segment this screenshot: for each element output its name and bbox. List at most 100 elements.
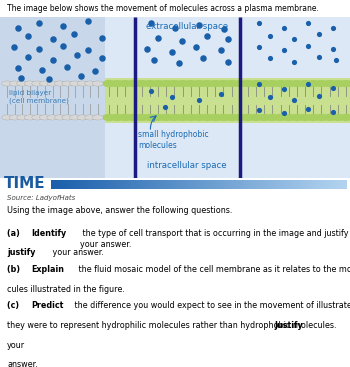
Bar bbox=[256, 180, 258, 189]
Bar bbox=[67, 180, 69, 189]
Bar bbox=[311, 180, 313, 189]
Bar bbox=[234, 180, 236, 189]
Point bbox=[18, 75, 24, 81]
Bar bbox=[58, 180, 60, 189]
Bar bbox=[286, 180, 288, 189]
Bar bbox=[231, 180, 233, 189]
Text: Explain: Explain bbox=[31, 265, 64, 274]
Bar bbox=[342, 180, 344, 189]
Circle shape bbox=[323, 115, 336, 120]
Circle shape bbox=[315, 115, 328, 120]
Text: (c): (c) bbox=[7, 301, 22, 310]
Point bbox=[36, 46, 41, 52]
Text: intracellular space: intracellular space bbox=[147, 161, 227, 170]
Bar bbox=[57, 180, 58, 189]
Circle shape bbox=[282, 81, 295, 87]
Bar bbox=[296, 180, 298, 189]
Bar bbox=[253, 180, 255, 189]
Point bbox=[193, 44, 199, 50]
Circle shape bbox=[70, 81, 81, 86]
Circle shape bbox=[144, 115, 156, 120]
Point bbox=[200, 55, 206, 61]
Bar bbox=[345, 180, 347, 189]
Bar bbox=[119, 180, 121, 189]
Bar bbox=[83, 180, 85, 189]
Bar bbox=[114, 180, 116, 189]
Circle shape bbox=[135, 115, 148, 120]
Point bbox=[36, 20, 41, 26]
Text: the difference you would expect to see in the movement of illustrated molecules : the difference you would expect to see i… bbox=[72, 301, 350, 310]
Bar bbox=[175, 180, 177, 189]
Bar bbox=[61, 180, 63, 189]
Point bbox=[11, 44, 17, 50]
Bar bbox=[194, 180, 196, 189]
Circle shape bbox=[250, 81, 262, 87]
Point bbox=[60, 43, 66, 48]
Circle shape bbox=[39, 115, 50, 120]
Bar bbox=[199, 180, 201, 189]
Bar bbox=[318, 180, 320, 189]
Bar bbox=[307, 180, 308, 189]
Bar bbox=[305, 180, 307, 189]
Circle shape bbox=[152, 115, 164, 120]
Point bbox=[85, 18, 90, 24]
Point bbox=[197, 98, 202, 103]
Bar bbox=[247, 180, 249, 189]
Bar bbox=[268, 180, 270, 189]
Point bbox=[204, 33, 209, 39]
Circle shape bbox=[24, 81, 35, 86]
Bar bbox=[156, 180, 158, 189]
Point bbox=[267, 94, 272, 100]
Circle shape bbox=[111, 115, 124, 120]
Bar bbox=[150, 180, 152, 189]
Bar bbox=[308, 180, 310, 189]
Text: your answer.: your answer. bbox=[50, 248, 104, 257]
Bar bbox=[160, 180, 162, 189]
Point bbox=[316, 54, 321, 60]
Circle shape bbox=[85, 115, 96, 120]
Circle shape bbox=[340, 115, 350, 120]
Bar bbox=[147, 180, 149, 189]
Circle shape bbox=[340, 81, 350, 87]
Bar bbox=[279, 180, 280, 189]
Circle shape bbox=[331, 81, 344, 87]
Bar bbox=[110, 180, 112, 189]
Bar bbox=[154, 180, 156, 189]
Bar bbox=[246, 180, 248, 189]
Point bbox=[281, 110, 286, 116]
Text: answer.: answer. bbox=[7, 360, 38, 367]
Bar bbox=[315, 180, 317, 189]
Bar bbox=[135, 180, 137, 189]
Circle shape bbox=[258, 115, 271, 120]
Circle shape bbox=[266, 81, 279, 87]
Circle shape bbox=[201, 81, 214, 87]
Circle shape bbox=[233, 81, 246, 87]
Bar bbox=[151, 180, 153, 189]
Point bbox=[330, 109, 335, 115]
Circle shape bbox=[103, 81, 116, 87]
Point bbox=[291, 59, 297, 65]
Text: cules illustrated in the figure.: cules illustrated in the figure. bbox=[7, 285, 125, 294]
Bar bbox=[187, 180, 189, 189]
Bar bbox=[178, 180, 180, 189]
Bar bbox=[309, 180, 312, 189]
Bar bbox=[181, 180, 183, 189]
Point bbox=[50, 36, 55, 42]
Bar bbox=[273, 180, 274, 189]
Bar bbox=[317, 180, 319, 189]
Text: The image below shows the movement of molecules across a plasma membrane.: The image below shows the movement of mo… bbox=[7, 4, 319, 13]
Bar bbox=[142, 180, 144, 189]
Circle shape bbox=[47, 115, 58, 120]
Point bbox=[179, 38, 185, 44]
Bar bbox=[293, 180, 295, 189]
Point bbox=[225, 36, 230, 42]
Point bbox=[92, 69, 97, 75]
Bar bbox=[136, 180, 138, 189]
Point bbox=[144, 46, 150, 52]
Bar bbox=[261, 180, 262, 189]
Bar bbox=[329, 180, 331, 189]
Circle shape bbox=[193, 81, 205, 87]
Bar bbox=[86, 180, 88, 189]
Point bbox=[267, 55, 272, 61]
Circle shape bbox=[184, 81, 197, 87]
